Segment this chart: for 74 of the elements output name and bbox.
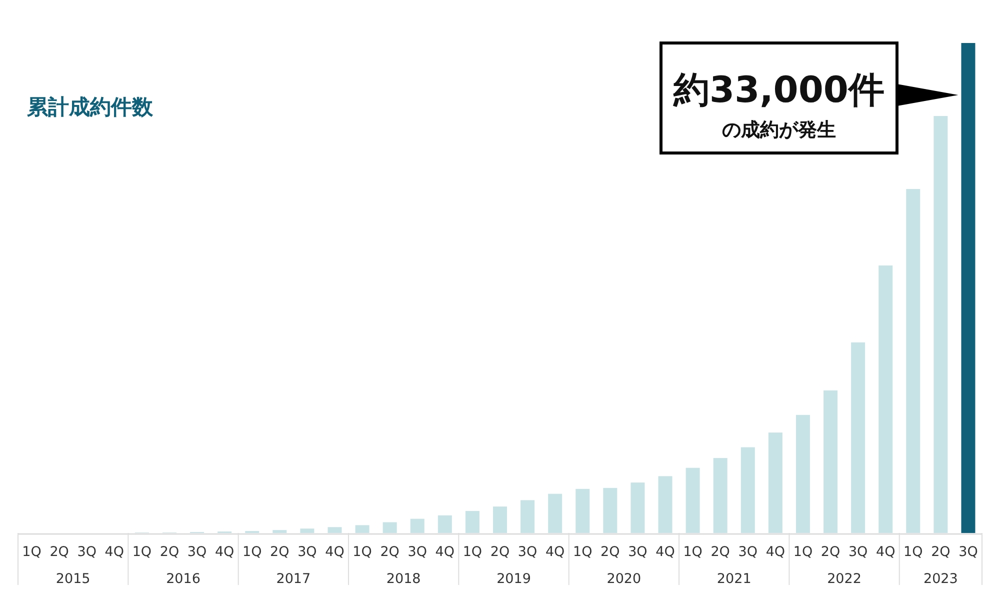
text: 2023 [924,571,958,587]
x-tick-label: 4Q [214,544,234,560]
x-tick-label: 4Q [876,544,896,560]
x-tick-label: 2Q [490,544,510,560]
text: 累計成約件数 [26,95,154,119]
bar [548,494,562,533]
x-tick-label: 4Q [104,544,124,560]
x-tick-label: 2Q [380,544,400,560]
bar [355,525,370,533]
x-tick-label: 3Q [77,544,96,560]
x-tick-label: 3Q [848,544,868,560]
text: 2016 [166,571,200,587]
x-tick-label: 4Q [545,544,565,560]
bar [603,488,618,533]
x-tick-label: 2Q [820,544,840,560]
bar [272,530,287,533]
text: 2021 [716,571,752,587]
x-tick-label: 1Q [462,544,482,560]
x-tick-label: 1Q [793,544,813,560]
x-tick-label: 2Q [710,544,730,560]
x-tick-label: 3Q [518,544,538,560]
x-tick-label: 1Q [242,544,262,560]
bar [410,518,424,533]
text: 2022 [827,571,862,587]
annotation: の成約が発生 [722,119,836,141]
bar [465,510,480,533]
bar [961,43,976,533]
x-tick-label: 1Q [904,544,923,560]
bar [740,447,755,533]
bar [768,432,782,533]
bar [878,265,893,533]
bar [493,506,507,533]
x-tick-label: 2Q [600,544,620,560]
x-tick-label: 2Q [931,544,950,560]
bar [851,342,866,533]
x-tick-label: 2Q [270,544,290,560]
bar [438,515,452,533]
bar [713,458,728,533]
x-tick-label: 2Q [50,544,69,560]
bar [382,522,397,533]
callout: 約33,000件 の成約が発生 [660,42,958,154]
x-tick-label: 4Q [656,544,675,560]
bar [906,189,920,533]
text: 2019 [496,571,531,587]
bar [658,476,672,533]
text: 2018 [386,571,421,587]
bar [630,482,645,533]
x-tick-label: 3Q [628,544,648,560]
bar [796,414,810,533]
x-tick-label: 1Q [683,544,702,560]
bar [686,468,700,533]
text: 2017 [276,571,311,587]
x-tick-label: 4Q [766,544,786,560]
x-tick-label: 3Q [958,544,978,560]
x-tick-label: 3Q [187,544,207,560]
text: 2020 [606,571,642,587]
annotation: 約33,000件 [672,70,884,111]
bar [824,390,838,533]
bar [300,528,314,533]
x-tick-label: 1Q [352,544,372,560]
x-tick-label: 2Q [160,544,180,560]
x-tick-label: 3Q [408,544,427,560]
bar [576,488,590,533]
x-tick-label: 4Q [435,544,455,560]
x-tick-label: 3Q [738,544,758,560]
bar [328,527,342,533]
x-tick-label: 4Q [325,544,344,560]
x-tick-label: 3Q [298,544,317,560]
text: 2015 [56,571,90,587]
x-tick-label: 1Q [132,544,152,560]
bar [520,500,535,533]
x-tick-label: 1Q [573,544,592,560]
bar [934,116,948,533]
x-tick-label: 1Q [22,544,42,560]
